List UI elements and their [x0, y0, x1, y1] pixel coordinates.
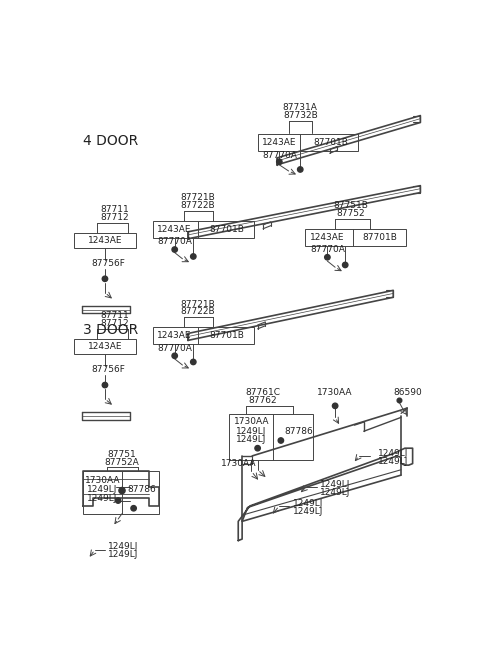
- Text: 87786: 87786: [127, 485, 156, 495]
- Circle shape: [172, 247, 178, 252]
- Circle shape: [343, 262, 348, 268]
- Text: 87770A: 87770A: [157, 344, 192, 352]
- Text: 1243AE: 1243AE: [262, 138, 297, 147]
- Text: 1249LJ: 1249LJ: [378, 457, 408, 466]
- Text: 87701B: 87701B: [362, 233, 397, 242]
- Circle shape: [102, 276, 108, 282]
- Bar: [153, 221, 254, 238]
- Circle shape: [278, 438, 284, 443]
- Text: 87762: 87762: [249, 396, 277, 405]
- Text: 1249LJ: 1249LJ: [108, 550, 138, 559]
- Text: 3 DOOR: 3 DOOR: [83, 324, 139, 337]
- Text: 87751B: 87751B: [333, 201, 368, 210]
- Text: 87732B: 87732B: [283, 111, 318, 120]
- Bar: [74, 233, 136, 248]
- Circle shape: [191, 253, 196, 259]
- Text: 87711: 87711: [100, 311, 129, 320]
- Circle shape: [397, 398, 402, 403]
- Text: 87770A: 87770A: [310, 245, 345, 254]
- Text: 1249LJ: 1249LJ: [87, 494, 118, 503]
- Circle shape: [131, 506, 136, 511]
- Text: 1249LJ: 1249LJ: [321, 480, 351, 489]
- Circle shape: [255, 445, 260, 451]
- Bar: [83, 472, 159, 514]
- Circle shape: [298, 167, 303, 172]
- Circle shape: [115, 498, 121, 503]
- Text: 87722B: 87722B: [180, 201, 215, 210]
- Text: 1249LJ: 1249LJ: [378, 449, 408, 458]
- Text: 87770A: 87770A: [157, 237, 192, 246]
- Text: 1243AE: 1243AE: [157, 225, 192, 234]
- Text: 87756F: 87756F: [91, 259, 125, 268]
- Circle shape: [119, 487, 125, 494]
- Circle shape: [191, 359, 196, 365]
- Text: 87712: 87712: [100, 319, 129, 328]
- Text: 87701B: 87701B: [314, 138, 348, 147]
- Circle shape: [276, 159, 282, 164]
- Text: 1243AE: 1243AE: [157, 331, 192, 341]
- Text: 87711: 87711: [100, 205, 129, 214]
- Text: 4 DOOR: 4 DOOR: [83, 134, 139, 148]
- Text: 1730AA: 1730AA: [317, 388, 353, 398]
- Text: 1249LJ: 1249LJ: [292, 507, 323, 516]
- Text: 87701B: 87701B: [209, 331, 244, 341]
- Bar: [153, 328, 254, 345]
- Text: 1249LJ: 1249LJ: [292, 499, 323, 508]
- Text: 1243AE: 1243AE: [88, 236, 122, 245]
- Bar: [305, 229, 406, 246]
- Text: 87756F: 87756F: [91, 365, 125, 374]
- Text: 87721B: 87721B: [180, 300, 216, 309]
- Bar: [229, 413, 312, 460]
- Text: 1243AE: 1243AE: [310, 233, 345, 242]
- Text: 1249LJ: 1249LJ: [87, 485, 118, 495]
- Bar: [74, 339, 136, 354]
- Text: 1249LJ: 1249LJ: [236, 435, 266, 444]
- Circle shape: [102, 383, 108, 388]
- Text: 87752: 87752: [336, 209, 365, 218]
- Text: 1249LJ: 1249LJ: [108, 542, 138, 552]
- Text: 87721B: 87721B: [180, 193, 216, 202]
- Text: 1730AA: 1730AA: [220, 459, 256, 468]
- Text: 87752A: 87752A: [105, 458, 139, 466]
- Bar: [258, 134, 359, 151]
- Text: 87712: 87712: [100, 213, 129, 221]
- Text: 87722B: 87722B: [180, 307, 215, 316]
- Text: 87770A: 87770A: [262, 151, 297, 160]
- Text: 1249LJ: 1249LJ: [236, 427, 266, 436]
- Text: 1730AA: 1730AA: [85, 476, 120, 485]
- Text: 1730AA: 1730AA: [234, 417, 269, 426]
- Text: 87751: 87751: [108, 450, 136, 459]
- Text: 1243AE: 1243AE: [88, 342, 122, 351]
- Text: 1249LJ: 1249LJ: [321, 487, 351, 496]
- Text: 86590: 86590: [393, 388, 422, 398]
- Circle shape: [172, 353, 178, 358]
- Text: 87701B: 87701B: [209, 225, 244, 234]
- Text: 87786: 87786: [284, 427, 313, 436]
- Circle shape: [324, 255, 330, 260]
- Circle shape: [333, 403, 338, 409]
- Text: 87731A: 87731A: [283, 103, 318, 113]
- Text: 87761C: 87761C: [246, 388, 280, 398]
